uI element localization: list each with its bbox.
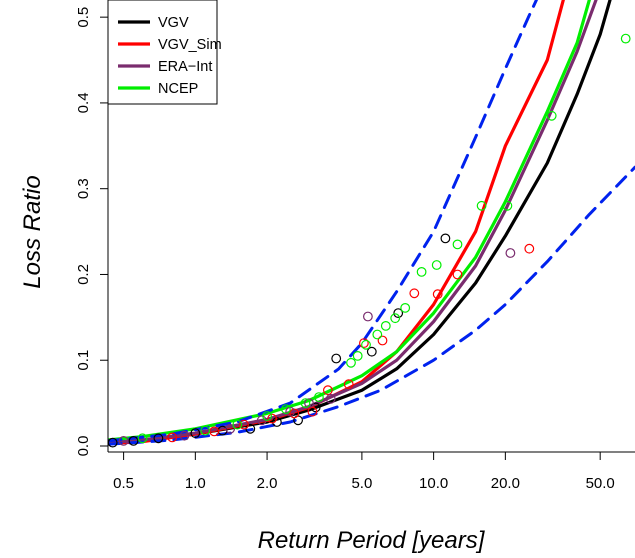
data-point bbox=[363, 311, 373, 322]
x-tick-label: 2.0 bbox=[257, 475, 278, 492]
data-point bbox=[416, 267, 427, 277]
x-tick-label: 5.0 bbox=[351, 475, 372, 492]
data-point bbox=[505, 248, 516, 258]
y-tick-label: 0.0 bbox=[75, 436, 92, 457]
y-axis: 0.0 0.1 0.2 0.3 0.4 0.5 bbox=[75, 7, 108, 457]
data-point bbox=[546, 110, 557, 121]
data-point bbox=[393, 308, 404, 319]
data-point bbox=[239, 419, 249, 430]
data-point bbox=[452, 239, 463, 250]
data-point bbox=[476, 200, 487, 211]
y-tick-label: 0.4 bbox=[75, 92, 92, 113]
data-point bbox=[323, 385, 333, 396]
data-point bbox=[331, 353, 342, 364]
y-tick-label: 0.5 bbox=[75, 7, 92, 28]
data-point bbox=[128, 436, 139, 446]
confidence-bound-line bbox=[108, 0, 538, 443]
data-point bbox=[352, 351, 363, 361]
x-axis-title: Return Period [years] bbox=[258, 527, 486, 554]
data-point bbox=[225, 423, 236, 434]
points-layer bbox=[108, 33, 631, 448]
data-point bbox=[167, 432, 178, 443]
data-point bbox=[377, 335, 388, 346]
y-tick-label: 0.1 bbox=[75, 350, 92, 371]
data-point bbox=[380, 321, 391, 331]
data-point bbox=[179, 430, 190, 441]
data-point bbox=[524, 243, 535, 254]
x-tick-label: 1.0 bbox=[185, 475, 206, 492]
data-point bbox=[359, 338, 369, 349]
data-point bbox=[409, 288, 420, 299]
data-point bbox=[325, 393, 336, 404]
y-tick-label: 0.3 bbox=[75, 178, 92, 199]
data-point bbox=[232, 419, 243, 430]
x-tick-label: 10.0 bbox=[419, 475, 448, 492]
confidence-bound-line bbox=[108, 165, 635, 446]
data-point bbox=[118, 436, 129, 446]
data-point bbox=[346, 357, 356, 368]
data-point bbox=[281, 404, 291, 415]
data-point bbox=[304, 398, 314, 409]
data-point bbox=[190, 428, 201, 439]
data-point bbox=[372, 329, 383, 340]
data-point bbox=[200, 425, 211, 436]
data-point bbox=[343, 379, 354, 390]
data-point bbox=[452, 269, 463, 280]
y-axis-title: Loss Ratio bbox=[19, 175, 46, 288]
legend-label: VGV bbox=[158, 15, 189, 31]
legend-label: NCEP bbox=[158, 81, 198, 97]
data-point bbox=[620, 33, 631, 44]
data-point bbox=[262, 411, 273, 421]
data-point bbox=[440, 233, 451, 244]
legend-label: ERA−Int bbox=[158, 59, 212, 75]
data-point bbox=[431, 260, 442, 270]
data-point bbox=[314, 392, 324, 403]
y-tick-label: 0.2 bbox=[75, 264, 92, 285]
x-tick-label: 0.5 bbox=[113, 475, 134, 492]
data-point bbox=[137, 433, 148, 444]
data-point bbox=[400, 303, 411, 313]
data-point bbox=[307, 406, 318, 417]
legend: VGV VGV_Sim ERA−Int NCEP bbox=[107, 0, 222, 105]
x-tick-label: 20.0 bbox=[491, 475, 520, 492]
x-axis: 0.5 1.0 2.0 5.0 10.0 20.0 50.0 bbox=[113, 452, 615, 492]
data-point bbox=[432, 289, 443, 300]
legend-label: VGV_Sim bbox=[158, 37, 222, 53]
data-point bbox=[390, 313, 401, 324]
series-line bbox=[108, 0, 598, 445]
data-point bbox=[267, 413, 278, 424]
data-point bbox=[153, 433, 164, 444]
data-point bbox=[361, 339, 371, 350]
data-point bbox=[300, 398, 311, 409]
data-point bbox=[366, 346, 377, 357]
data-point bbox=[502, 200, 513, 211]
x-tick-label: 50.0 bbox=[586, 475, 615, 492]
